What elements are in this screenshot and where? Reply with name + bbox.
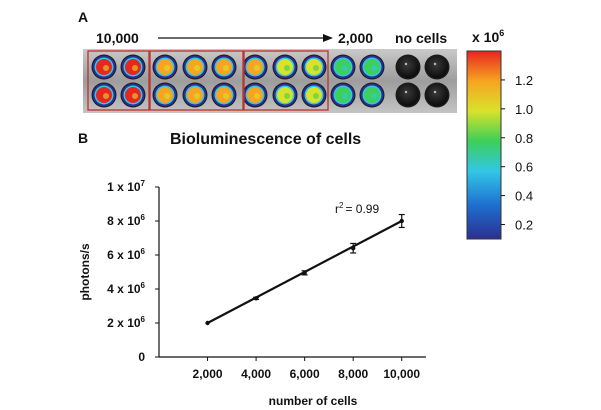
- colorbar-tick-label: 0.8: [515, 131, 533, 146]
- y-tick-label: 6 x 106: [107, 247, 145, 262]
- y-tick-label: 1 x 107: [107, 179, 145, 194]
- colorbar-tick-label: 0.4: [515, 189, 533, 204]
- data-point: [399, 218, 404, 224]
- x-axis-label: number of cells: [269, 394, 358, 408]
- well: [301, 82, 327, 108]
- well-plate: [83, 49, 457, 113]
- well: [395, 54, 421, 80]
- dilution-arrowhead: [323, 34, 333, 42]
- colorbar-ticks: 1.2 1.0 0.8 0.6 0.4 0.2: [501, 73, 533, 233]
- well: [182, 54, 208, 80]
- data-point: [205, 320, 210, 326]
- well: [152, 54, 178, 80]
- colorbar: [466, 50, 502, 240]
- x-tick-label: 8,000: [338, 367, 368, 381]
- chart-title: Bioluminescence of cells: [170, 131, 361, 148]
- well: [182, 82, 208, 108]
- well: [120, 82, 146, 108]
- plot-area: [205, 213, 405, 326]
- x-tick-label: 6,000: [290, 367, 320, 381]
- y-tick-label: 4 x 106: [107, 281, 145, 296]
- data-point: [350, 246, 356, 251]
- well: [152, 82, 178, 108]
- well: [301, 54, 327, 80]
- group-box-2: [149, 50, 244, 111]
- well: [211, 82, 237, 108]
- data-point: [302, 270, 307, 276]
- well: [242, 82, 268, 108]
- well: [120, 54, 146, 80]
- x-tick-label: 10,000: [383, 367, 420, 381]
- x-tick-label: 2,000: [193, 367, 223, 381]
- y-axis-label: photons/s: [78, 243, 92, 301]
- well: [424, 54, 450, 80]
- panel-b-letter: B: [78, 130, 88, 146]
- x-tick-label: 4,000: [241, 367, 271, 381]
- colorbar-unit: x 106: [472, 28, 504, 45]
- label-10000-cells: 10,000: [96, 30, 139, 46]
- well: [272, 54, 298, 80]
- well: [91, 54, 117, 80]
- colorbar-tick-label: 1.0: [515, 102, 533, 117]
- well: [272, 82, 298, 108]
- well-grid: [91, 54, 450, 108]
- well: [330, 82, 356, 108]
- y-tick-label: 8 x 106: [107, 213, 145, 228]
- group-box-3: [243, 50, 329, 111]
- panel-a-letter: A: [78, 9, 88, 25]
- y-tick-label: 2 x 106: [107, 315, 145, 330]
- colorbar-tick-label: 1.2: [515, 73, 533, 88]
- colorbar-tick-label: 0.6: [515, 160, 533, 175]
- x-ticks: 2,000 4,000 6,000 8,000 10,000: [193, 357, 420, 381]
- well: [359, 54, 385, 80]
- well: [359, 82, 385, 108]
- r-squared-annotation: r2 = 0.99: [335, 201, 379, 216]
- well: [91, 82, 117, 108]
- well: [424, 82, 450, 108]
- y-tick-label: 0: [138, 350, 145, 364]
- label-no-cells: no cells: [395, 30, 447, 46]
- colorbar-tick-label: 0.2: [515, 218, 533, 233]
- well: [211, 54, 237, 80]
- well: [395, 82, 421, 108]
- label-2000-cells: 2,000: [338, 30, 373, 46]
- well: [242, 54, 268, 80]
- data-point: [253, 296, 259, 301]
- group-box-1: [87, 50, 150, 111]
- y-ticks: 0 2 x 106 4 x 106 6 x 106 8 x 106 1 x 107: [107, 179, 159, 364]
- well: [330, 54, 356, 80]
